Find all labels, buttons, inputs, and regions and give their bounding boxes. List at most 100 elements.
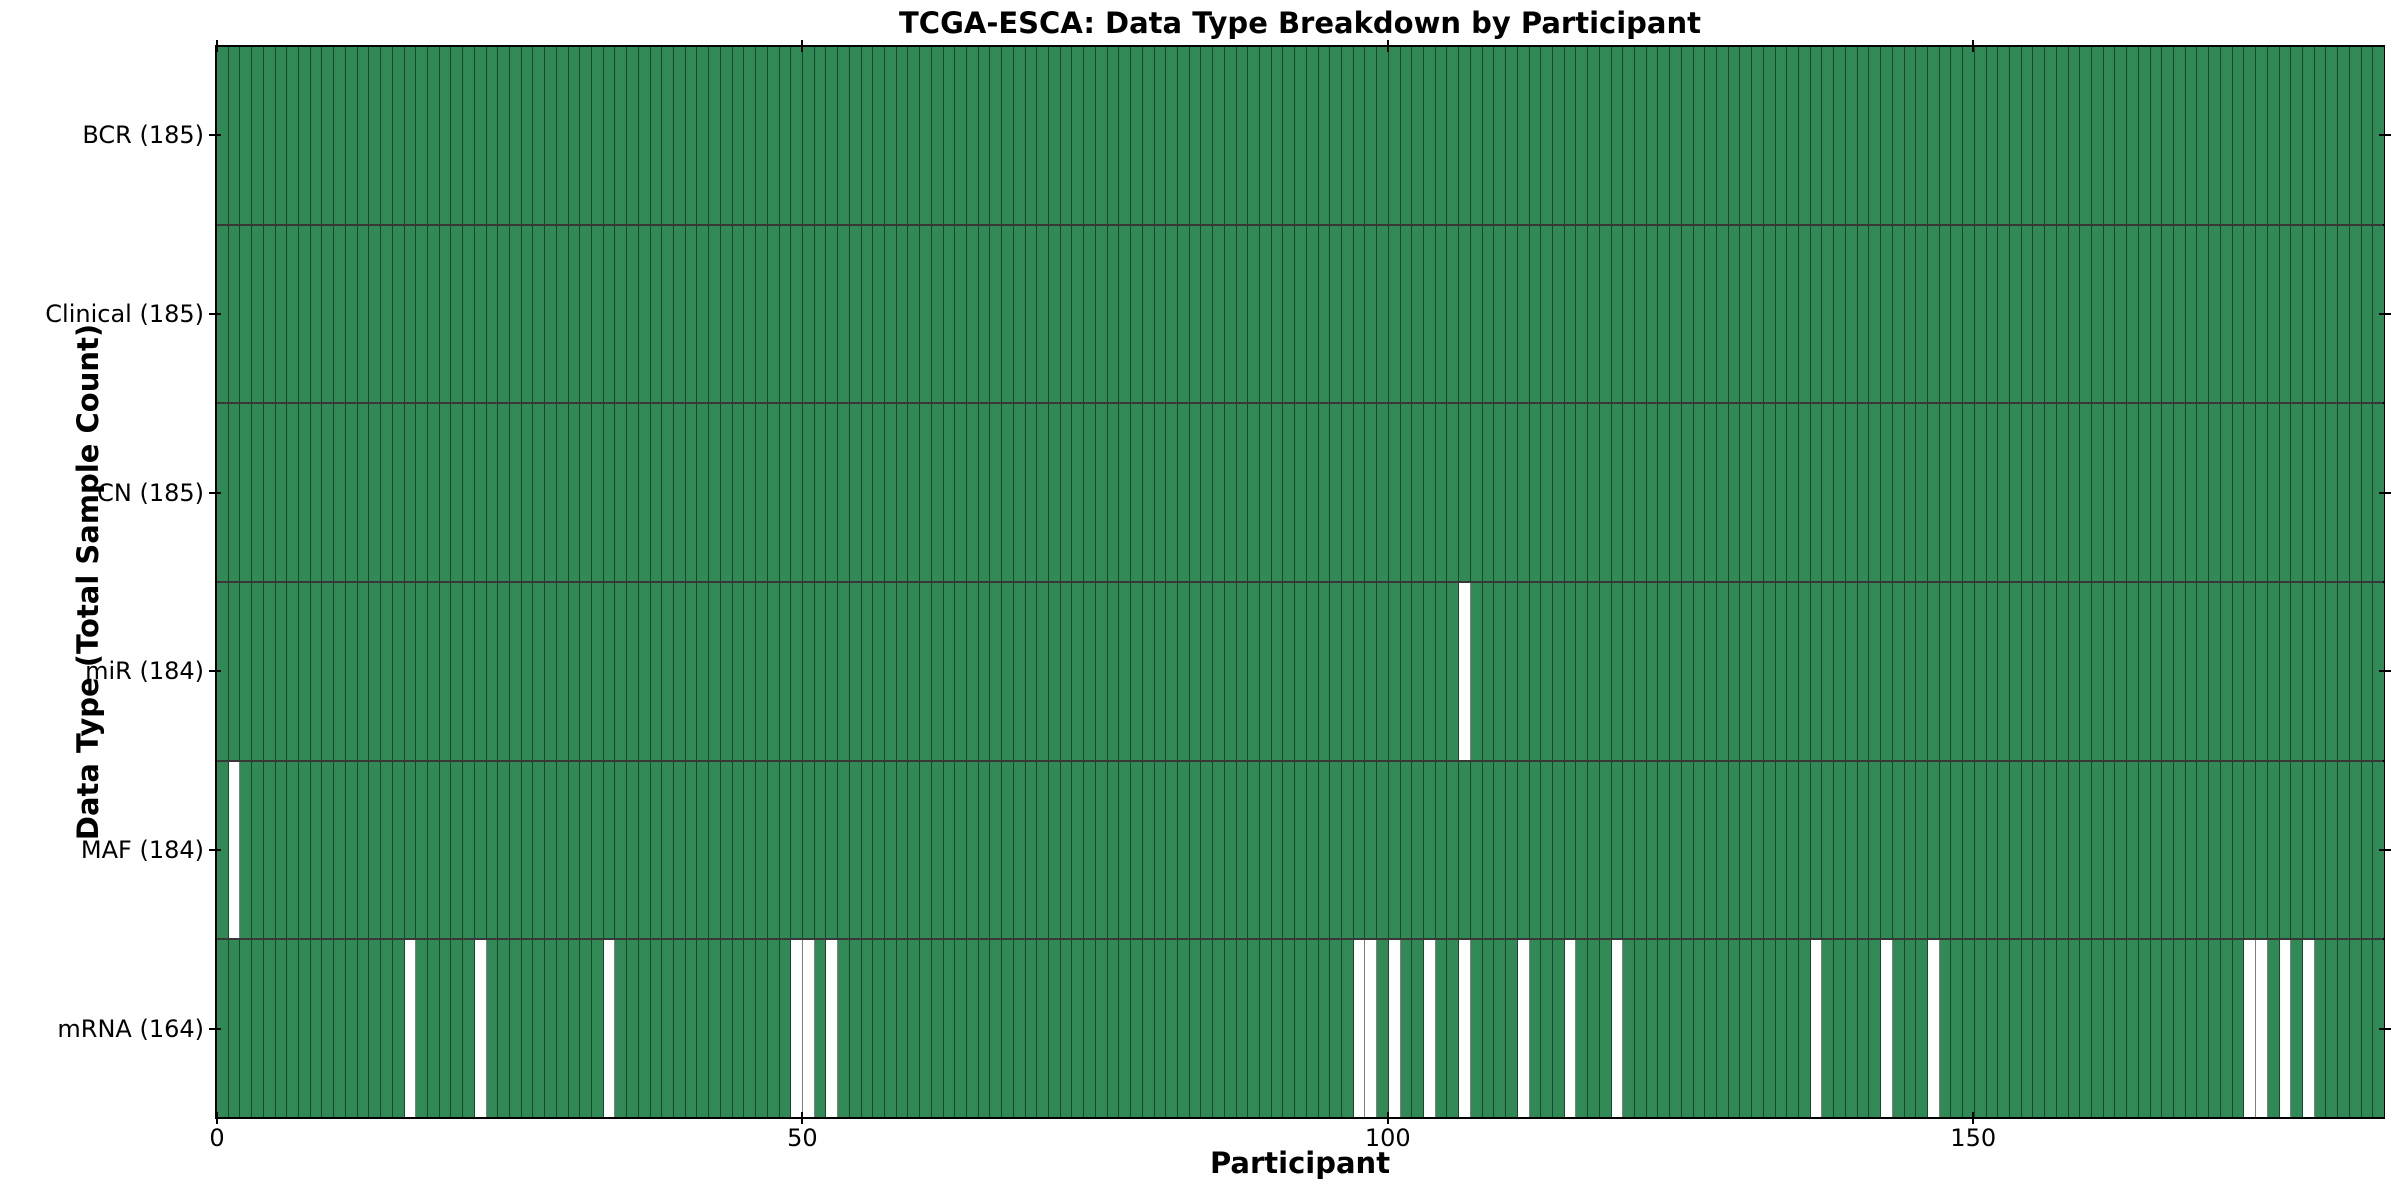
cell-present <box>2314 47 2327 224</box>
cell-present <box>2197 47 2210 224</box>
cell-present <box>1834 761 1846 939</box>
cell-present <box>509 47 522 224</box>
cell-present <box>2174 761 2186 939</box>
cell-present <box>2127 47 2139 224</box>
cell-present <box>791 225 803 403</box>
cell-present <box>2197 940 2210 1118</box>
cell-present <box>2080 761 2092 939</box>
cell-present <box>2150 583 2163 760</box>
cell-present <box>1564 583 1577 760</box>
cell-present <box>1072 940 1085 1118</box>
cell-present <box>1576 761 1589 939</box>
cell-present <box>1142 47 1155 224</box>
cell-present <box>1447 225 1460 403</box>
cell-present <box>2232 225 2245 403</box>
cell-present <box>451 583 464 760</box>
cell-present <box>1588 225 1600 403</box>
cell-present <box>2326 404 2339 582</box>
cell-present <box>1986 940 1999 1118</box>
cell-present <box>1342 225 1354 403</box>
cell-present <box>299 940 311 1118</box>
cell-present <box>1529 404 1542 582</box>
cell-present <box>791 404 803 582</box>
cell-present <box>1365 225 1378 403</box>
cell-present <box>1177 761 1190 939</box>
cell-present <box>2326 940 2339 1118</box>
cell-present <box>2209 47 2221 224</box>
cell-present <box>2338 583 2350 760</box>
cell-present <box>1271 404 1284 582</box>
cell-present <box>1963 225 1975 403</box>
cell-present <box>2338 47 2350 224</box>
cell-present <box>1084 404 1096 582</box>
cell-present <box>1763 940 1776 1118</box>
cell-present <box>978 940 991 1118</box>
cell-present <box>1494 583 1507 760</box>
cell-present <box>1717 47 1729 224</box>
cell-present <box>1037 583 1050 760</box>
cell-present <box>1119 583 1132 760</box>
cell-present <box>2361 940 2374 1118</box>
cell-present <box>627 47 639 224</box>
cell-present <box>217 583 229 760</box>
cell-present <box>1634 761 1647 939</box>
cell-present <box>2244 404 2257 582</box>
cell-present <box>568 47 581 224</box>
cell-present <box>240 761 253 939</box>
cell-present <box>838 761 850 939</box>
cell-present <box>1107 225 1120 403</box>
cell-present <box>2197 404 2210 582</box>
cell-present <box>627 404 639 582</box>
cell-present <box>568 583 581 760</box>
cell-present <box>1072 47 1085 224</box>
cell-present <box>1728 940 1741 1118</box>
cell-present <box>1494 47 1507 224</box>
cell-present <box>744 583 757 760</box>
cell-present <box>2373 940 2384 1118</box>
cell-present <box>533 761 546 939</box>
cell-present <box>1529 583 1542 760</box>
cell-present <box>1986 583 1999 760</box>
cell-present <box>1201 940 1214 1118</box>
xtick-mark-bottom <box>1386 1112 1389 1124</box>
cell-present <box>1623 404 1635 582</box>
cell-present <box>1084 940 1096 1118</box>
cell-present <box>1002 404 1014 582</box>
cell-present <box>967 940 979 1118</box>
cell-present <box>1435 583 1448 760</box>
cell-present <box>1787 940 1800 1118</box>
cell-present <box>1927 225 1940 403</box>
cell-present <box>2033 583 2046 760</box>
cell-present <box>228 404 241 582</box>
cell-present <box>1131 47 1143 224</box>
cell-present <box>1400 47 1413 224</box>
cell-present <box>1611 583 1624 760</box>
cell-present <box>1013 761 1026 939</box>
cell-present <box>287 940 300 1118</box>
cell-present <box>779 583 792 760</box>
cell-present <box>1177 225 1190 403</box>
cell-present <box>592 404 604 582</box>
xtick-label-0: 0 <box>209 1124 225 1152</box>
cell-present <box>240 404 253 582</box>
cell-present <box>287 404 300 582</box>
cell-present <box>252 47 264 224</box>
cell-present <box>509 940 522 1118</box>
cell-present <box>1857 404 1870 582</box>
cell-present <box>908 404 921 582</box>
cell-present <box>2279 583 2292 760</box>
cell-present <box>1506 404 1518 582</box>
cell-present <box>1599 761 1612 939</box>
cell-present <box>1552 404 1565 582</box>
cell-present <box>931 940 944 1118</box>
cell-present <box>1283 940 1296 1118</box>
cell-present <box>2068 225 2081 403</box>
cell-present <box>1799 583 1811 760</box>
cell-present <box>1435 761 1448 939</box>
cell-present <box>884 761 897 939</box>
cell-present <box>2056 940 2069 1118</box>
cell-present <box>1869 225 1882 403</box>
cell-present <box>2115 940 2128 1118</box>
cell-present <box>2185 761 2198 939</box>
cell-present <box>1013 583 1026 760</box>
